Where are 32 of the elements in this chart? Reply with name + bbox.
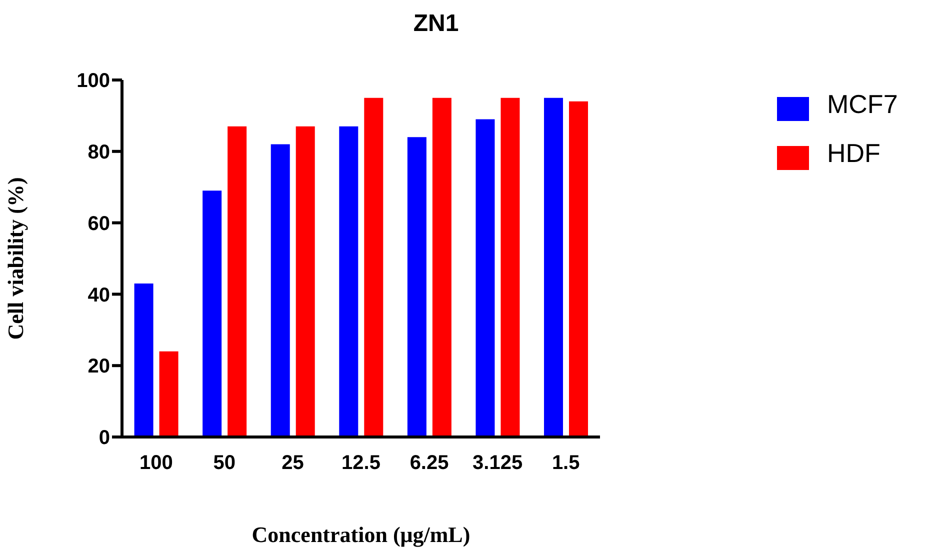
x-tick-label: 1.5 xyxy=(552,452,580,474)
bar xyxy=(569,101,588,437)
x-tick-label: 100 xyxy=(139,452,173,474)
bar xyxy=(228,126,247,437)
x-tick-label: 12.5 xyxy=(342,452,380,474)
x-tick-label: 6.25 xyxy=(410,452,449,474)
bar xyxy=(544,98,564,437)
y-tick-label: 40 xyxy=(88,284,110,306)
bar xyxy=(296,126,315,437)
legend-label: HDF xyxy=(827,138,880,168)
legend-label: MCF7 xyxy=(827,89,898,119)
bar xyxy=(134,283,154,437)
bar xyxy=(339,126,358,437)
chart-title: ZN1 xyxy=(412,10,460,38)
x-tick-label: 25 xyxy=(282,452,304,474)
bar xyxy=(407,137,426,437)
bar xyxy=(432,98,452,437)
bar xyxy=(364,98,384,437)
y-tick-label: 0 xyxy=(98,427,110,450)
y-tick-label: 60 xyxy=(88,212,110,235)
bar xyxy=(159,351,178,437)
x-axis-title: Concentration (μg/mL) xyxy=(252,522,470,547)
bar xyxy=(202,190,222,437)
y-tick-label: 100 xyxy=(76,70,110,92)
y-axis-title: Cell viability (%) xyxy=(2,177,28,340)
bar xyxy=(476,119,495,437)
bar xyxy=(500,98,520,437)
x-tick-label: 50 xyxy=(213,452,236,474)
y-tick-label: 80 xyxy=(88,142,110,164)
x-tick-label: 3.125 xyxy=(472,452,523,474)
y-tick-label: 20 xyxy=(88,356,110,378)
bar xyxy=(270,144,290,437)
